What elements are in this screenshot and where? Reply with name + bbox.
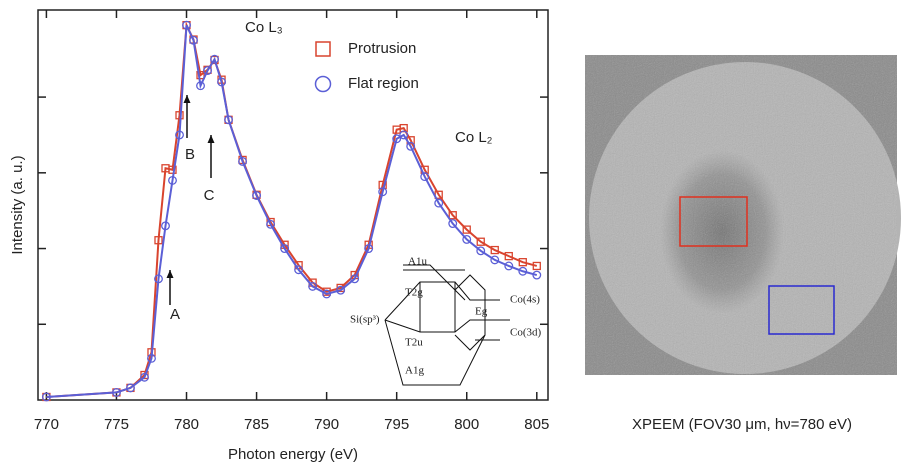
x-tick-label: 785 <box>244 416 269 433</box>
inset-diagram: A1u T2g Si(sp³) Eg Co(4s) Co(3d) T2u A1g <box>350 256 542 385</box>
series-line <box>46 25 536 397</box>
x-tick-label: 780 <box>174 416 199 433</box>
arrow-head <box>167 270 174 278</box>
legend-label: Flat region <box>348 75 419 92</box>
x-tick-label: 770 <box>34 416 59 433</box>
x-axis-label: Photon energy (eV) <box>228 446 358 463</box>
inset-label: A1u <box>408 256 427 268</box>
legend-marker <box>316 42 330 56</box>
x-tick-label: 790 <box>314 416 339 433</box>
inset-label: T2g <box>405 287 423 299</box>
plot-frame <box>38 10 548 400</box>
annotation: Co L₃ <box>245 19 283 36</box>
legend-marker <box>316 77 331 92</box>
xpeem-image <box>585 55 901 375</box>
arrow-head <box>208 135 215 143</box>
inset-label: Co(3d) <box>510 327 542 339</box>
inset-label: A1g <box>405 365 424 377</box>
x-tick-label: 775 <box>104 416 129 433</box>
legend-label: Protrusion <box>348 40 416 57</box>
inset-label: T2u <box>405 337 423 349</box>
arrow-head <box>184 95 191 103</box>
inset-label: Eg <box>475 306 488 318</box>
y-axis-label: Intensity (a. u.) <box>9 155 26 254</box>
image-caption: XPEEM (FOV30 μm, hν=780 eV) <box>632 416 852 433</box>
x-tick-label: 805 <box>524 416 549 433</box>
series-line <box>46 25 536 397</box>
x-tick-label: 800 <box>454 416 479 433</box>
x-tick-label: 795 <box>384 416 409 433</box>
annotation: Co L₂ <box>455 129 493 146</box>
inset-label: Co(4s) <box>510 294 540 306</box>
annotation: A <box>170 306 180 323</box>
inset-label: Si(sp³) <box>350 314 380 326</box>
annotation: B <box>185 146 195 163</box>
image-noise <box>585 55 897 375</box>
annotation: C <box>204 187 215 204</box>
figure: Photon energy (eV) Intensity (a. u.) A1u… <box>0 0 903 468</box>
